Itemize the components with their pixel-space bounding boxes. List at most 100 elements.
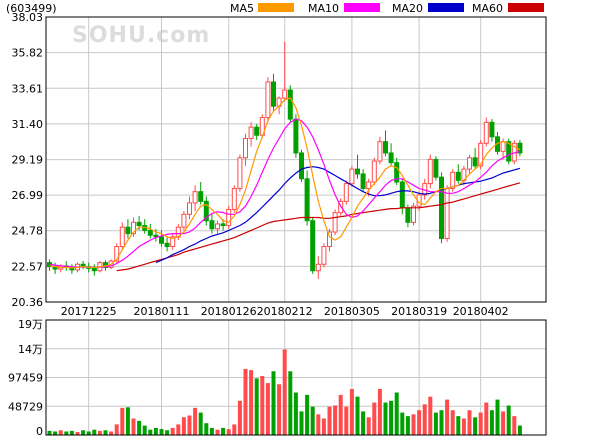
volume-bar bbox=[383, 402, 388, 435]
legend: MA5 MA10 MA20 MA60 bbox=[230, 2, 544, 15]
candle-down bbox=[299, 152, 304, 180]
candle-down bbox=[293, 118, 299, 154]
price-tick-label: 29.19 bbox=[12, 154, 44, 167]
ma10-line bbox=[49, 118, 521, 268]
candle-up bbox=[282, 89, 288, 99]
candle-down bbox=[472, 157, 478, 167]
candle-up bbox=[315, 263, 321, 272]
price-tick-label: 35.82 bbox=[12, 47, 44, 60]
volume-bar bbox=[53, 431, 58, 435]
volume-bar bbox=[344, 406, 349, 435]
volume-bar bbox=[389, 400, 394, 435]
volume-bar bbox=[411, 414, 416, 435]
volume-bar bbox=[506, 405, 511, 435]
ma5-line bbox=[49, 97, 521, 269]
volume-bar bbox=[47, 430, 52, 435]
candle-up bbox=[427, 158, 433, 185]
candle-down bbox=[125, 226, 131, 235]
volume-bar bbox=[92, 429, 97, 435]
volume-bar bbox=[417, 410, 422, 435]
volume-bar bbox=[97, 430, 102, 435]
volume-bar bbox=[456, 416, 461, 435]
candle-up bbox=[500, 141, 506, 152]
volume-bar bbox=[495, 399, 500, 435]
legend-label-ma20: MA20 bbox=[392, 2, 423, 15]
volume-bar bbox=[428, 396, 433, 435]
volume-bar bbox=[103, 430, 108, 435]
ma60-line bbox=[116, 182, 521, 272]
volume-tick-label: 48729 bbox=[8, 400, 43, 413]
volume-bar bbox=[64, 431, 69, 435]
volume-bar bbox=[237, 400, 242, 435]
candle-up bbox=[248, 126, 254, 139]
candle-down bbox=[433, 158, 439, 178]
candle-down bbox=[388, 152, 394, 164]
volume-panel: 19万 14万 97459 48729 0 bbox=[8, 318, 547, 438]
volume-bar bbox=[512, 416, 517, 435]
date-tick-label: 20171225 bbox=[61, 305, 117, 318]
volume-bar bbox=[176, 424, 181, 435]
candle-up bbox=[377, 141, 383, 162]
volume-bar bbox=[226, 429, 231, 435]
candle-down bbox=[198, 191, 204, 202]
price-tick-label: 38.03 bbox=[12, 11, 44, 24]
candle-up bbox=[321, 246, 327, 265]
legend-swatch-ma20 bbox=[428, 3, 464, 12]
date-tick-label: 20180402 bbox=[453, 305, 509, 318]
volume-bar bbox=[277, 384, 282, 435]
volume-bar bbox=[120, 407, 125, 435]
volume-bar bbox=[394, 392, 399, 435]
price-tick-label: 24.78 bbox=[12, 225, 44, 238]
volume-bar bbox=[450, 410, 455, 435]
volume-tick-label: 14万 bbox=[18, 343, 43, 356]
volume-bar bbox=[260, 376, 265, 435]
volume-bar bbox=[131, 418, 136, 435]
volume-bar bbox=[299, 411, 304, 435]
candle-up bbox=[114, 246, 120, 262]
volume-bar bbox=[81, 430, 86, 435]
candle-up bbox=[243, 137, 248, 159]
candle-up bbox=[119, 226, 125, 248]
price-tick-label: 26.99 bbox=[12, 189, 44, 202]
volume-bar bbox=[265, 383, 270, 435]
price-frame bbox=[45, 16, 547, 303]
volume-tick-label: 19万 bbox=[18, 318, 43, 331]
candle-up bbox=[170, 236, 176, 248]
candle-down bbox=[405, 207, 411, 223]
volume-bar bbox=[489, 410, 494, 435]
volume-bar bbox=[422, 404, 427, 435]
volume-bar bbox=[109, 431, 114, 435]
candle-up bbox=[349, 168, 355, 185]
candle-up bbox=[444, 187, 450, 239]
volume-bar bbox=[86, 431, 91, 435]
volume-bar bbox=[271, 371, 276, 435]
volume-bar bbox=[366, 417, 371, 435]
volume-bar bbox=[142, 425, 147, 435]
volume-bar bbox=[193, 407, 198, 435]
volume-bar bbox=[137, 420, 142, 435]
volume-tick-label: 97459 bbox=[8, 372, 43, 385]
candle-up bbox=[265, 81, 271, 118]
volume-bar bbox=[461, 418, 466, 435]
volume-bar bbox=[361, 411, 366, 435]
candle-down bbox=[147, 229, 153, 236]
volume-bar bbox=[478, 412, 483, 435]
candle-down bbox=[164, 242, 170, 248]
price-tick-label: 31.40 bbox=[12, 118, 44, 131]
candle-down bbox=[383, 141, 388, 154]
volume-bar bbox=[232, 424, 237, 435]
volume-bar bbox=[165, 430, 170, 435]
volume-bar bbox=[517, 425, 522, 435]
stock-code: (603499) bbox=[6, 2, 57, 15]
volume-bar bbox=[405, 416, 410, 435]
candle-up bbox=[226, 208, 232, 227]
price-tick-label: 22.57 bbox=[12, 260, 44, 273]
candle-up bbox=[467, 157, 472, 170]
candle-down bbox=[287, 89, 293, 120]
price-panel: 38.03 35.82 33.61 31.40 29.19 26.99 24.78 22.57… bbox=[12, 11, 547, 435]
candle-down bbox=[495, 136, 500, 152]
candle-down bbox=[355, 168, 360, 175]
volume-frame bbox=[45, 319, 547, 436]
candle-down bbox=[271, 81, 276, 107]
